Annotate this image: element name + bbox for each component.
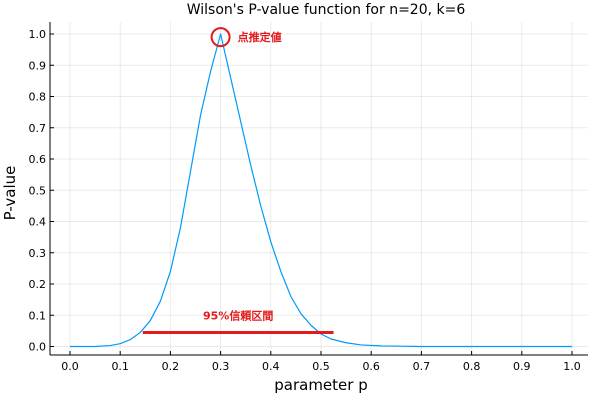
y-tick-label: 0.2: [29, 278, 47, 291]
y-tick-label: 0.0: [29, 341, 47, 354]
y-tick-label: 0.4: [29, 216, 47, 229]
chart-title: Wilson's P-value function for n=20, k=6: [187, 2, 466, 18]
y-tick-label: 0.5: [29, 184, 47, 197]
point-estimate-label: 点推定値: [238, 30, 282, 44]
x-tick-label: 0.0: [61, 360, 79, 373]
x-tick-label: 0.1: [111, 360, 129, 373]
point-estimate-marker: [210, 27, 231, 48]
x-tick-label: 0.5: [312, 360, 330, 373]
y-tick-label: 0.9: [29, 59, 47, 72]
y-tick-label: 0.3: [29, 247, 47, 260]
y-tick-label: 0.7: [29, 122, 47, 135]
x-tick-label: 0.6: [362, 360, 380, 373]
p-value-curve: [70, 33, 572, 348]
x-axis-label: parameter p: [274, 376, 367, 394]
axes: 0.0 0.1 0.2 0.3 0.4 0.5 0.6 0.7 0.8 0.9 1.0 0.0 0.1 0…: [29, 22, 588, 373]
x-tick-label: 1.0: [563, 360, 581, 373]
x-tick-label: 0.9: [513, 360, 531, 373]
x-tick-label: 0.8: [463, 360, 481, 373]
y-tick-label: 0.6: [29, 153, 47, 166]
y-tick-label: 0.8: [29, 91, 47, 104]
annotations: 点推定値 95%信頼区間: [142, 27, 334, 334]
x-tick-label: 0.7: [413, 360, 431, 373]
x-tick-label: 0.4: [262, 360, 280, 373]
x-tick-label: 0.2: [162, 360, 180, 373]
y-tick-label: 0.1: [29, 309, 47, 322]
y-tick-label: 1.0: [29, 28, 47, 41]
plot-area: [70, 33, 572, 348]
grid: [50, 22, 588, 355]
y-axis-label: P-value: [1, 166, 19, 221]
x-tick-label: 0.3: [212, 360, 230, 373]
confidence-interval-label: 95%信頼区間: [203, 308, 273, 322]
